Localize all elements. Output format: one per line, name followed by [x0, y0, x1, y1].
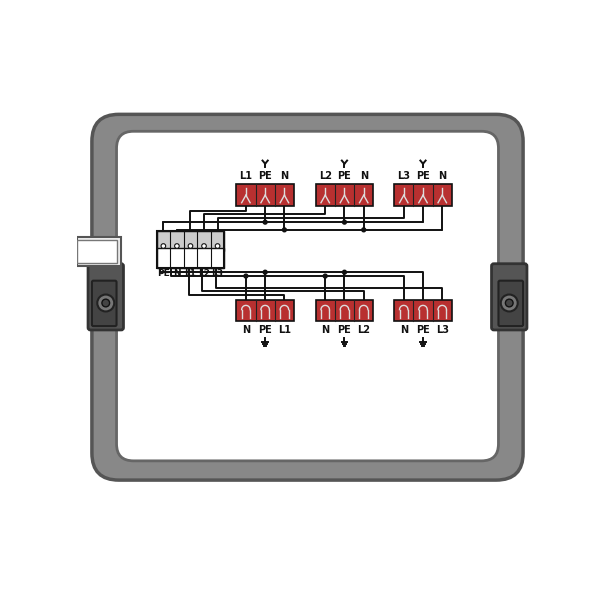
Circle shape [362, 228, 365, 232]
Text: N: N [242, 325, 250, 335]
FancyBboxPatch shape [88, 264, 124, 330]
Text: L2: L2 [357, 325, 370, 335]
Text: PE: PE [416, 170, 430, 181]
Circle shape [202, 244, 206, 248]
Circle shape [244, 274, 248, 278]
Text: L3: L3 [397, 170, 410, 181]
Circle shape [343, 220, 346, 224]
Circle shape [161, 244, 166, 248]
Bar [157, 248, 224, 268]
Circle shape [102, 299, 110, 307]
Bar [77, 237, 121, 266]
Bar [236, 184, 294, 206]
Bar [77, 240, 116, 263]
Text: PE: PE [157, 269, 170, 278]
Text: N: N [321, 325, 329, 335]
Text: PE: PE [338, 170, 352, 181]
Circle shape [215, 244, 220, 248]
Bar [236, 300, 294, 322]
Text: PE: PE [416, 325, 430, 335]
Bar [157, 230, 224, 268]
Circle shape [263, 220, 267, 224]
FancyBboxPatch shape [92, 115, 523, 480]
FancyBboxPatch shape [92, 281, 116, 326]
Text: N: N [359, 170, 368, 181]
Text: PE: PE [258, 325, 272, 335]
Text: N: N [438, 170, 446, 181]
Text: PE: PE [338, 325, 352, 335]
Text: L2: L2 [319, 170, 332, 181]
FancyBboxPatch shape [491, 264, 527, 330]
Text: L2: L2 [198, 269, 210, 278]
FancyBboxPatch shape [116, 131, 499, 461]
Circle shape [343, 270, 346, 274]
Circle shape [501, 295, 518, 311]
Circle shape [505, 299, 513, 307]
Text: L3: L3 [212, 269, 224, 278]
Circle shape [175, 244, 179, 248]
Text: L1: L1 [184, 269, 196, 278]
Text: PE: PE [258, 170, 272, 181]
Circle shape [283, 228, 286, 232]
Bar [394, 300, 452, 322]
Text: L1: L1 [278, 325, 291, 335]
Text: N: N [173, 269, 181, 278]
Text: L1: L1 [239, 170, 253, 181]
Bar [157, 230, 224, 251]
Bar [316, 184, 373, 206]
Text: N: N [400, 325, 408, 335]
Circle shape [263, 270, 267, 274]
Circle shape [323, 274, 327, 278]
Circle shape [97, 295, 114, 311]
Text: N: N [280, 170, 289, 181]
Text: L3: L3 [436, 325, 449, 335]
FancyBboxPatch shape [499, 281, 523, 326]
Bar [316, 300, 373, 322]
Circle shape [188, 244, 193, 248]
Bar [394, 184, 452, 206]
